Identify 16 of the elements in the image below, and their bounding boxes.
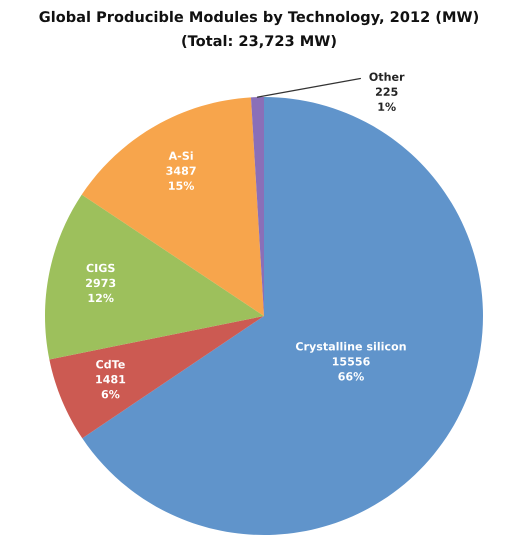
data-label: 2973 12% — [86, 278, 116, 302]
slice-label: Other — [369, 72, 404, 81]
data-label: 3487 15% — [166, 166, 196, 190]
slice-label: CdTe — [96, 360, 125, 368]
pie-slice — [45, 194, 264, 360]
pie-slice — [49, 316, 264, 438]
data-label: 1481 6% — [96, 375, 126, 398]
slice-label: CIGS — [86, 264, 115, 272]
pie-slice — [82, 97, 483, 535]
chart-title: Global Producible Modules by Technology, 2012 (MW) — [39, 10, 478, 26]
data-label: 15556 66% — [332, 357, 370, 381]
data-label: 225 1% — [376, 88, 398, 111]
slice-label: A-Si — [168, 151, 193, 160]
slice-label: Crystalline silicon — [296, 342, 406, 353]
pie-slice — [82, 97, 264, 316]
chart-subtitle: (Total: 23,723 MW) — [182, 34, 336, 48]
